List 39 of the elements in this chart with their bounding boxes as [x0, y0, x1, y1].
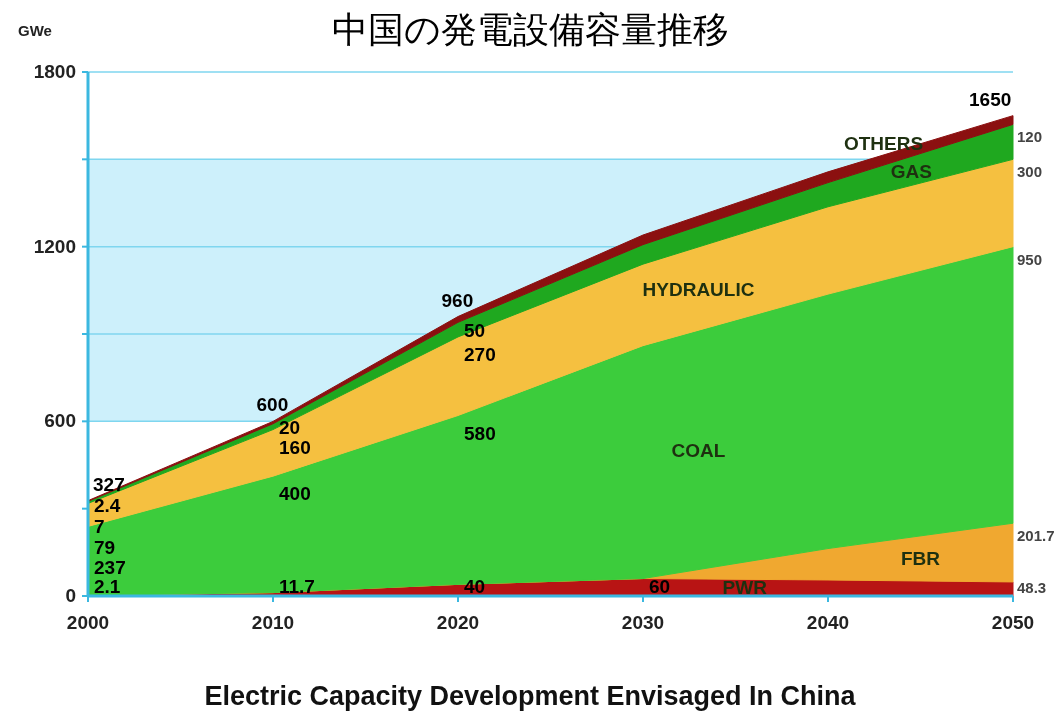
total-label: 960	[441, 289, 474, 311]
data-label: 60	[649, 576, 671, 597]
x-tick-label: 2040	[806, 612, 850, 633]
series-label: PWR	[722, 577, 768, 598]
series-label: COAL	[671, 439, 726, 461]
data-label: 237	[94, 557, 126, 579]
y-axis-title: GWe	[18, 22, 52, 39]
series-label: OTHERS	[843, 133, 924, 154]
series-label: FBR	[900, 548, 941, 570]
total-label: 327	[93, 473, 125, 495]
total-label: 1650	[969, 88, 1012, 110]
y-tick-label: 1200	[33, 235, 76, 257]
x-tick-label: 2050	[991, 612, 1035, 633]
x-tick-label: 2020	[436, 612, 480, 633]
data-label: 11.7	[279, 576, 315, 597]
x-tick-label: 2030	[621, 612, 665, 633]
x-tick-label: 2000	[66, 612, 110, 633]
title: 中国の発電設備容量推移	[331, 9, 729, 50]
data-label: 400	[279, 483, 311, 505]
data-label: 2.4	[94, 495, 121, 517]
series-label: GAS	[890, 160, 932, 182]
data-label: 160	[279, 436, 311, 458]
series-label: HYDRAULIC	[642, 278, 755, 300]
total-label: 600	[256, 394, 289, 416]
data-label: 201.7	[1017, 527, 1055, 545]
y-tick-label: 600	[44, 410, 76, 432]
data-label: 300	[1017, 163, 1043, 181]
data-label: 20	[279, 416, 301, 438]
x-axis-title: Electric Capacity Development Envisaged In China	[204, 681, 857, 711]
data-label: 270	[464, 343, 496, 365]
x-tick-label: 2010	[251, 612, 295, 633]
data-label: 48.3	[1017, 579, 1047, 596]
data-label: 580	[464, 422, 496, 444]
data-label: 120	[1017, 128, 1043, 146]
y-tick-label: 1800	[33, 61, 76, 82]
data-label: 79	[94, 536, 116, 558]
data-label: 2.1	[94, 576, 121, 597]
y-tick-label: 0	[65, 585, 76, 606]
data-label: 950	[1017, 250, 1043, 268]
